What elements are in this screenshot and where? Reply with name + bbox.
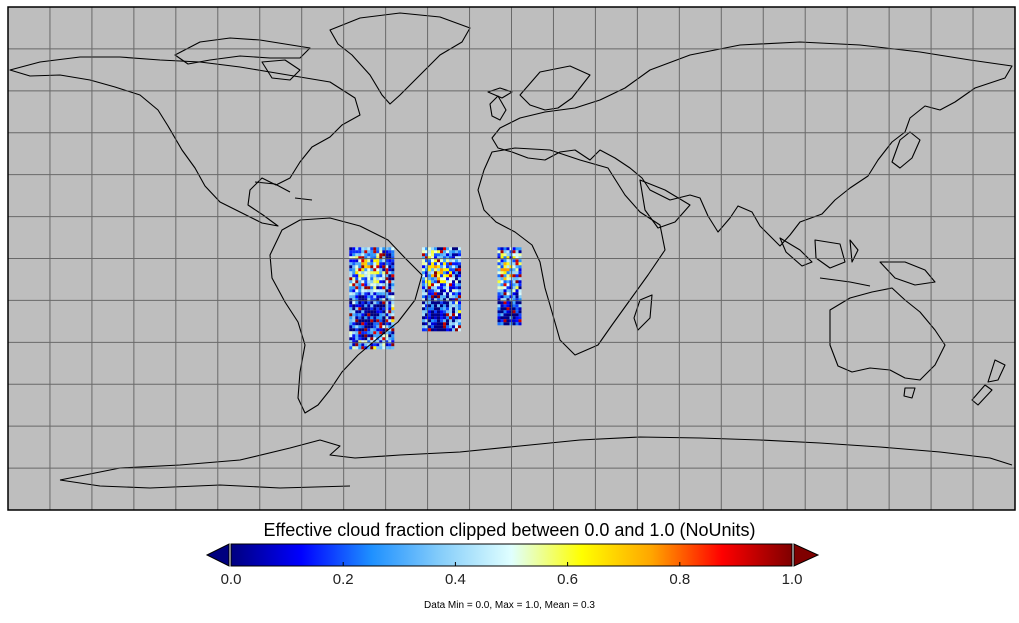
colorbar-tick-label: 0.2 xyxy=(333,571,354,588)
colorbar-tick-label: 0.4 xyxy=(445,571,466,588)
coastlines xyxy=(9,12,1013,489)
colorbar-tick-label: 1.0 xyxy=(782,571,803,588)
colorbar-tick-label: 0.6 xyxy=(557,571,578,588)
colorbar-under-arrow xyxy=(205,543,230,567)
data-statistics: Data Min = 0.0, Max = 1.0, Mean = 0.3 xyxy=(424,600,595,611)
world-map xyxy=(7,6,1016,511)
colorbar-tick-label: 0.0 xyxy=(221,571,242,588)
colorbar-ticks: 0.0 0.2 0.4 0.6 0.8 1.0 xyxy=(221,562,803,588)
map-frame xyxy=(7,6,1016,511)
colorbar-title: Effective cloud fraction clipped between… xyxy=(263,520,756,540)
colorbar: 0.0 0.2 0.4 0.6 0.8 1.0 xyxy=(205,543,820,588)
colorbar-tick-label: 0.8 xyxy=(669,571,690,588)
colorbar-gradient xyxy=(230,543,793,567)
colorbar-over-arrow xyxy=(793,543,820,567)
graticule xyxy=(8,7,1015,510)
